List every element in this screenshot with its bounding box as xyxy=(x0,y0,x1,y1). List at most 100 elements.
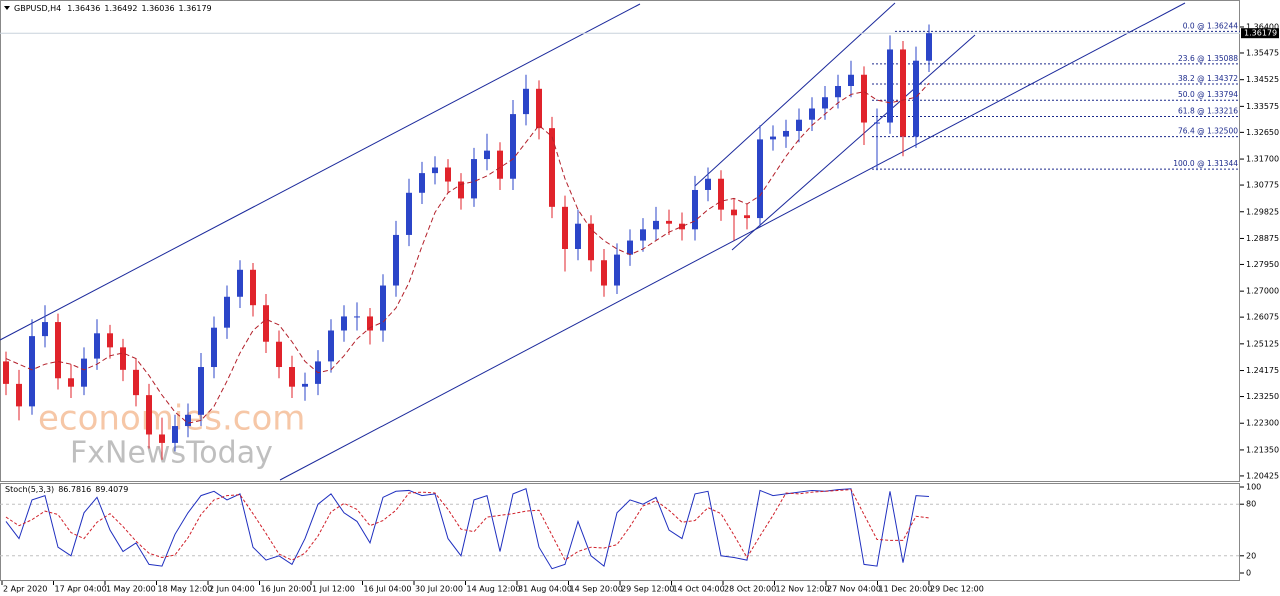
candle-body xyxy=(55,322,61,379)
candle-body xyxy=(718,178,724,210)
candle-body xyxy=(796,119,802,131)
candle-body xyxy=(198,367,204,415)
candle-body xyxy=(601,260,607,286)
candle-body xyxy=(666,220,672,224)
candle-body xyxy=(458,181,464,199)
candle-body xyxy=(926,33,932,61)
x-tick-label: 1 Jul 12:00 xyxy=(312,585,355,594)
x-tick-label: 14 Aug 12:00 xyxy=(467,585,521,594)
y-tick-label: 1.34525 xyxy=(1246,75,1279,84)
candle-body xyxy=(341,316,347,331)
indicator-name: Stoch(5,3,3) xyxy=(5,485,54,494)
candle-body xyxy=(276,341,282,368)
candle-body xyxy=(107,333,113,348)
candle-body xyxy=(367,316,373,331)
fib-label: 61.8 @ 1.33216 xyxy=(1178,106,1238,115)
x-tick-label: 30 Jul 20:00 xyxy=(415,585,463,594)
candle-body xyxy=(822,97,828,109)
y-tick-label: 1.24175 xyxy=(1246,366,1279,375)
candle-body xyxy=(445,167,451,182)
watermark-brand: economies.com xyxy=(38,399,305,439)
candle-body xyxy=(3,361,9,384)
y-tick-label: 1.30775 xyxy=(1246,181,1279,190)
x-tick-label: 16 Jun 20:00 xyxy=(261,585,312,594)
candle-body xyxy=(250,269,256,306)
y-tick-label: 1.25125 xyxy=(1246,339,1279,348)
y-tick-label: 100 xyxy=(1246,483,1261,492)
x-tick-label: 28 Oct 20:00 xyxy=(724,585,776,594)
fib-label: 38.2 @ 1.34372 xyxy=(1178,74,1238,83)
trendlines xyxy=(0,2,1186,481)
fib-label: 76.4 @ 1.32500 xyxy=(1178,127,1238,136)
x-tick-label: 29 Dec 12:00 xyxy=(930,585,984,594)
candle-body xyxy=(731,209,737,216)
y-tick-label: 1.33575 xyxy=(1246,102,1279,111)
candle-body xyxy=(757,139,763,219)
y-tick-label: 80 xyxy=(1246,500,1256,509)
fib-label: 50.0 @ 1.33794 xyxy=(1178,90,1238,99)
channel-line xyxy=(731,34,976,251)
candle-body xyxy=(146,395,152,435)
y-tick-label: 1.28875 xyxy=(1246,234,1279,243)
fib-label: 23.6 @ 1.35088 xyxy=(1178,54,1238,63)
y-tick-label: 1.29825 xyxy=(1246,207,1279,216)
stoch-panel xyxy=(0,483,1240,581)
candle-body xyxy=(497,150,503,179)
candle-body xyxy=(29,336,35,407)
menu-arrow[interactable] xyxy=(4,6,10,10)
candle-body xyxy=(562,206,568,249)
x-tick-label: 14 Sep 20:00 xyxy=(570,585,623,594)
y-tick-label: 20 xyxy=(1246,551,1256,560)
moving-average xyxy=(5,82,930,424)
candle-body xyxy=(133,369,139,396)
candle-body xyxy=(16,383,22,407)
x-tick-label: 14 Oct 04:00 xyxy=(673,585,725,594)
candle-body xyxy=(523,88,529,115)
candle-body xyxy=(419,173,425,193)
candle-body xyxy=(627,240,633,255)
stoch-line xyxy=(5,488,930,570)
fib-label: 100.0 @ 1.31344 xyxy=(1173,159,1238,168)
price-panel xyxy=(0,0,1240,482)
y-tick-label: 1.21350 xyxy=(1246,445,1279,454)
candle-body xyxy=(913,60,919,137)
price-label: 1.36179 xyxy=(1244,29,1277,38)
candle-body xyxy=(302,383,308,387)
candle-body xyxy=(536,88,542,129)
candle-body xyxy=(783,130,789,137)
x-tick-label: 18 May 12:00 xyxy=(158,585,213,594)
symbol: GBPUSD,H4 xyxy=(14,4,61,13)
candle-body xyxy=(770,136,776,140)
candle-body xyxy=(835,85,841,98)
header-value: 1.36436 xyxy=(67,4,100,13)
candle-body xyxy=(510,114,516,179)
candle-body xyxy=(380,285,386,331)
candle-body xyxy=(484,150,490,160)
candle-body xyxy=(211,327,217,368)
header-value: 1.36036 xyxy=(141,4,174,13)
candle-body xyxy=(692,189,698,230)
x-tick-label: 12 Nov 12:00 xyxy=(776,585,830,594)
x-tick-label: 1 May 20:00 xyxy=(106,585,156,594)
y-tick-label: 1.20425 xyxy=(1246,471,1279,480)
header-value: 1.36492 xyxy=(104,4,137,13)
candle-body xyxy=(328,330,334,362)
y-tick-label: 1.27950 xyxy=(1246,260,1279,269)
x-tick-label: 17 Apr 04:00 xyxy=(55,585,107,594)
channel-line xyxy=(279,2,1186,481)
candle-body xyxy=(172,426,178,443)
candle-body xyxy=(887,49,893,123)
candle-body xyxy=(120,347,126,370)
price-label-bg xyxy=(1241,28,1279,39)
candle-body xyxy=(575,223,581,249)
x-tick-label: 29 Sep 12:00 xyxy=(621,585,674,594)
candle-body xyxy=(289,367,295,387)
candle-body xyxy=(224,296,230,328)
watermark-brand: FxNewsToday xyxy=(70,436,273,471)
candle-body xyxy=(874,122,880,124)
header-value: 1.36179 xyxy=(179,4,212,13)
chart-header: GBPUSD,H4 1.36436 1.36492 1.36036 1.36179 xyxy=(14,4,212,13)
candle-body xyxy=(94,333,100,359)
x-tick-label: 2 Apr 2020 xyxy=(3,585,47,594)
